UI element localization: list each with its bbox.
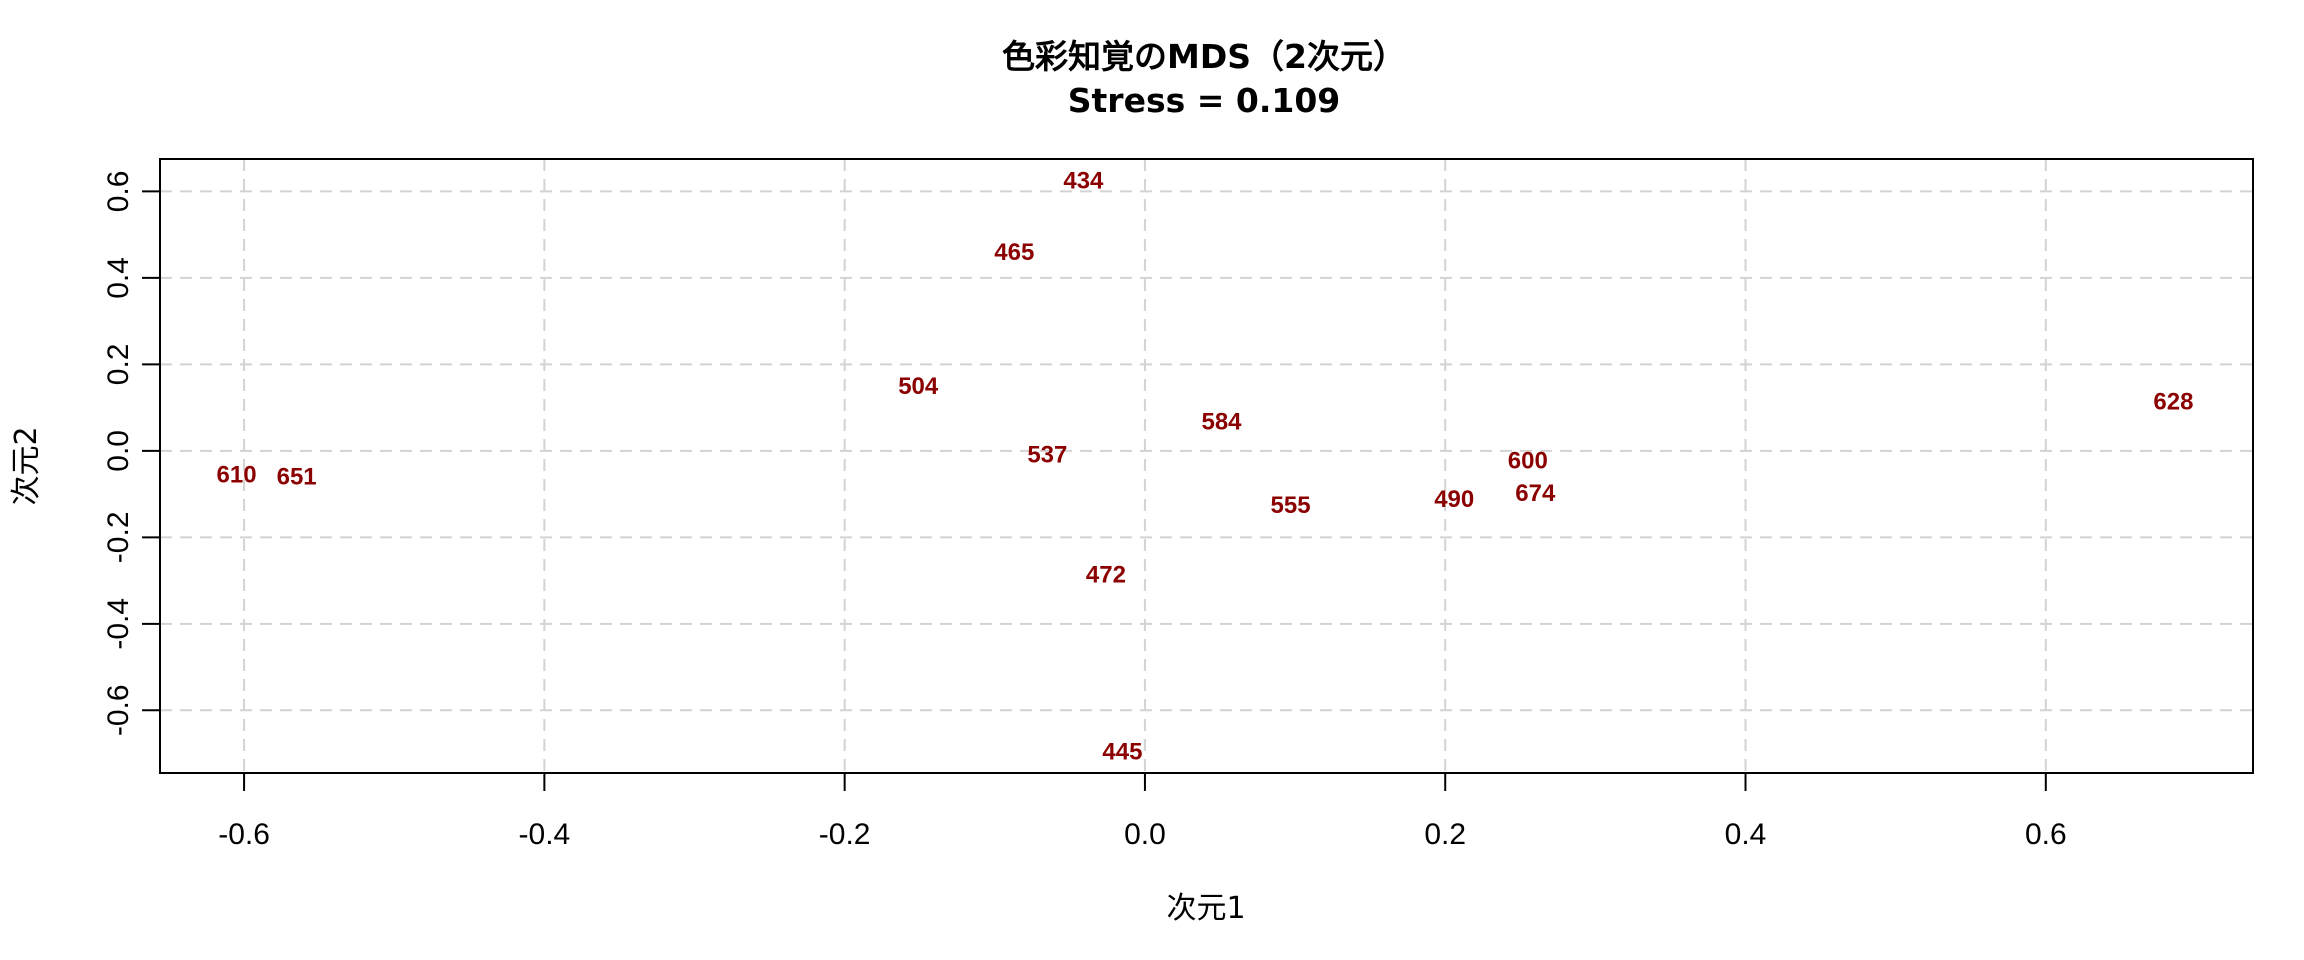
point-label-674: 674 xyxy=(1515,480,1556,507)
y-tick-label: -0.4 xyxy=(102,598,135,650)
point-label-555: 555 xyxy=(1271,492,1311,519)
y-tick-label: 0.4 xyxy=(102,257,135,299)
point-label-600: 600 xyxy=(1508,448,1548,475)
point-label-490: 490 xyxy=(1434,486,1474,513)
y-tick-label: 0.2 xyxy=(102,344,135,386)
y-tick-label: 0.0 xyxy=(102,430,135,472)
x-tick-label: 0.4 xyxy=(1725,818,1767,851)
y-tick-label: -0.6 xyxy=(102,684,135,736)
point-label-584: 584 xyxy=(1201,408,1242,435)
x-tick-label: 0.6 xyxy=(2025,818,2067,851)
point-label-445: 445 xyxy=(1102,738,1142,765)
point-label-651: 651 xyxy=(277,464,317,491)
chart-subtitle: Stress = 0.109 xyxy=(1068,81,1341,120)
point-label-537: 537 xyxy=(1027,441,1067,468)
x-tick-label: 0.2 xyxy=(1424,818,1466,851)
point-label-504: 504 xyxy=(898,373,939,400)
axis-ticks: -0.6 -0.4 -0.2 0.0 0.2 0.4 0.6 -0.6 -0.4 -0.2 0.0 0… xyxy=(102,171,2067,851)
y-tick-label: 0.6 xyxy=(102,171,135,213)
point-label-610: 610 xyxy=(217,462,257,489)
x-tick-label: -0.6 xyxy=(218,818,270,851)
grid-lines xyxy=(160,159,2253,773)
chart-title: 色彩知覚のMDS（2次元） xyxy=(1002,37,1406,76)
point-label-465: 465 xyxy=(994,239,1034,266)
data-points: 434 465 504 584 628 610 651 537 600 674 490 555 472 4… xyxy=(217,168,2194,766)
point-label-628: 628 xyxy=(2153,389,2193,416)
x-tick-label: -0.4 xyxy=(519,818,571,851)
plot-frame xyxy=(159,158,2254,774)
x-axis-title: 次元1 xyxy=(1166,891,1245,926)
y-tick-label: -0.2 xyxy=(102,511,135,563)
x-tick-label: 0.0 xyxy=(1124,818,1166,851)
y-axis-title: 次元2 xyxy=(9,426,44,505)
x-tick-label: -0.2 xyxy=(819,818,871,851)
point-label-434: 434 xyxy=(1063,168,1104,195)
point-label-472: 472 xyxy=(1086,561,1126,588)
